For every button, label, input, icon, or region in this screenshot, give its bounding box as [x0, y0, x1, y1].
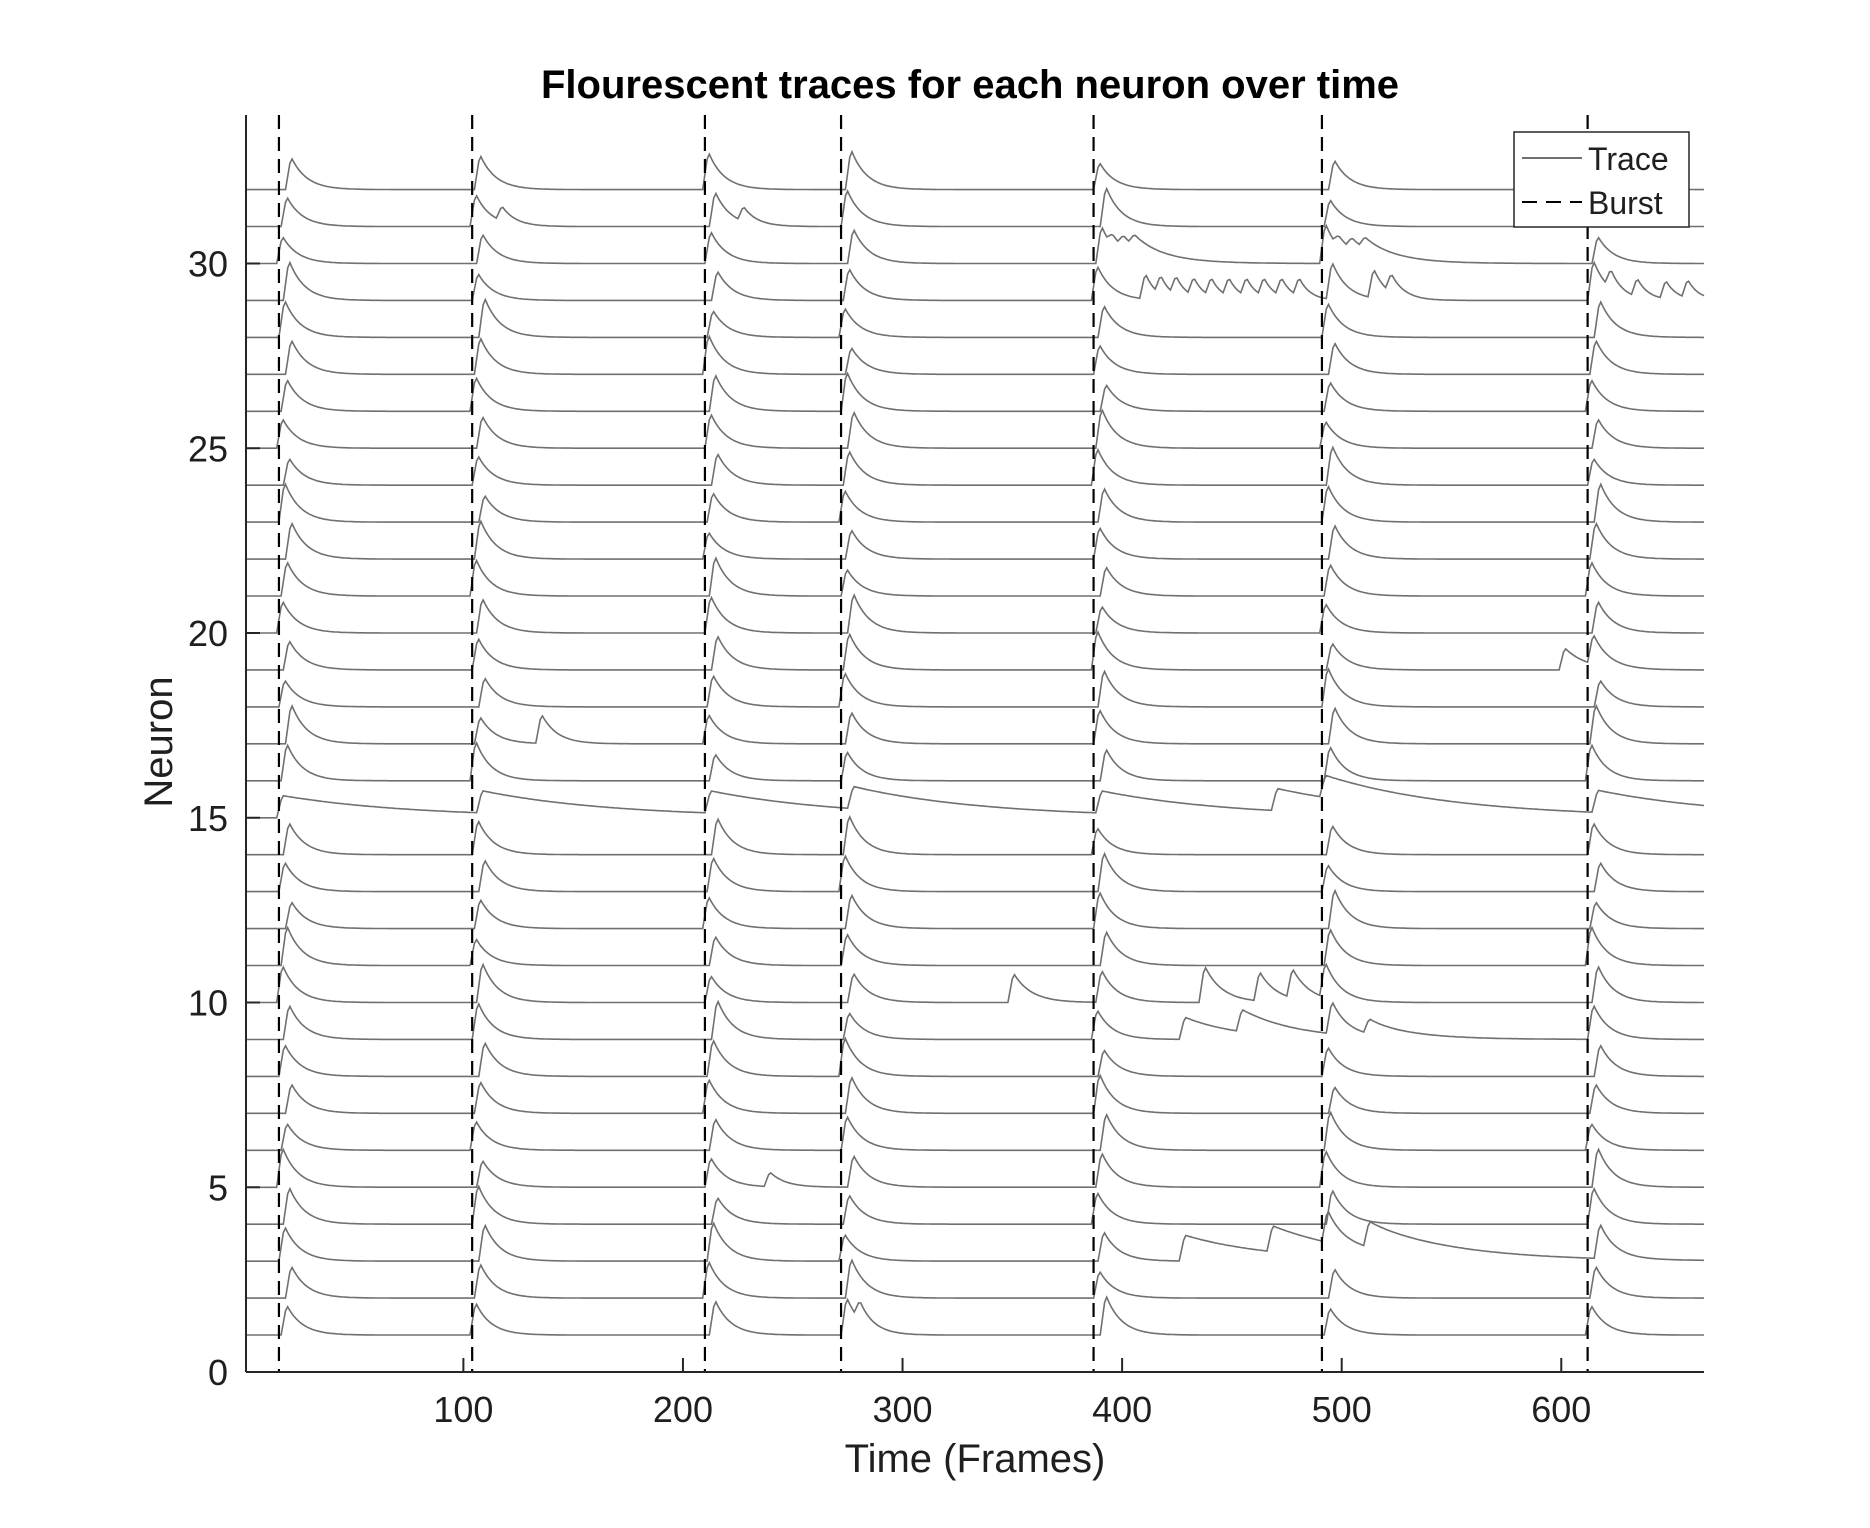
- legend-box: [1513, 131, 1690, 228]
- y-ticks: 0 5 10 15 20 25 30: [188, 244, 260, 1393]
- neuron-trace-26: [246, 371, 1704, 413]
- x-axis-title: Time (Frames): [845, 1437, 1106, 1481]
- traces: [246, 149, 1705, 1336]
- x-tick-label: 200: [653, 1389, 713, 1430]
- x-tick-label: 100: [433, 1389, 493, 1430]
- neuron-trace-25: [246, 408, 1704, 449]
- legend: Trace Burst: [1513, 131, 1690, 228]
- y-tick-label: 0: [208, 1352, 228, 1393]
- neuron-trace-3: [246, 1210, 1704, 1262]
- neuron-trace-32: [246, 149, 1704, 191]
- neuron-trace-21: [246, 556, 1704, 597]
- plot-area: [246, 115, 1705, 1372]
- neuron-trace-13: [246, 851, 1704, 893]
- neuron-trace-17: [246, 703, 1704, 745]
- neuron-trace-22: [246, 519, 1704, 560]
- neuron-trace-30: [246, 223, 1704, 265]
- neuron-trace-27: [246, 334, 1704, 376]
- neuron-trace-15: [246, 774, 1705, 819]
- neuron-trace-31: [246, 186, 1704, 228]
- y-tick-label: 10: [188, 983, 228, 1024]
- y-tick-label: 15: [188, 798, 228, 839]
- legend-trace-label: Trace: [1588, 141, 1669, 177]
- neuron-trace-14: [246, 814, 1704, 856]
- neuron-trace-8: [246, 1036, 1704, 1078]
- neuron-trace-18: [246, 667, 1704, 708]
- burst-lines: [277, 115, 1589, 1372]
- x-tick-label: 500: [1312, 1389, 1372, 1430]
- neuron-trace-1: [246, 1295, 1704, 1336]
- y-tick-label: 20: [188, 613, 228, 654]
- legend-burst-label: Burst: [1588, 185, 1663, 221]
- neuron-trace-4: [246, 1184, 1704, 1225]
- y-tick-label: 5: [208, 1167, 228, 1208]
- axes: 0 5 10 15 20 25 30 100 200 300 400 500 600: [188, 115, 1704, 1430]
- neuron-trace-12: [246, 888, 1704, 930]
- neuron-trace-19: [246, 630, 1704, 671]
- neuron-trace-28: [246, 297, 1704, 339]
- x-tick-label: 300: [873, 1389, 933, 1430]
- neuron-trace-16: [246, 740, 1704, 782]
- neuron-trace-23: [246, 482, 1704, 523]
- neuron-trace-24: [246, 445, 1704, 486]
- x-ticks: 100 200 300 400 500 600: [433, 1358, 1591, 1430]
- neuron-trace-29: [246, 260, 1705, 302]
- y-tick-label: 30: [188, 244, 228, 285]
- neuron-trace-10: [246, 962, 1704, 1004]
- neuron-trace-5: [246, 1147, 1704, 1189]
- x-tick-label: 400: [1092, 1389, 1152, 1430]
- neuron-trace-20: [246, 593, 1704, 634]
- neuron-trace-6: [246, 1110, 1704, 1152]
- neuron-trace-9: [246, 999, 1704, 1041]
- neuron-trace-11: [246, 925, 1704, 967]
- neuron-trace-7: [246, 1073, 1704, 1115]
- x-tick-label: 600: [1531, 1389, 1591, 1430]
- y-tick-label: 25: [188, 428, 228, 469]
- y-axis-title: Neuron: [137, 676, 181, 807]
- neuron-trace-2: [246, 1258, 1704, 1299]
- chart-title: Flourescent traces for each neuron over …: [541, 63, 1399, 107]
